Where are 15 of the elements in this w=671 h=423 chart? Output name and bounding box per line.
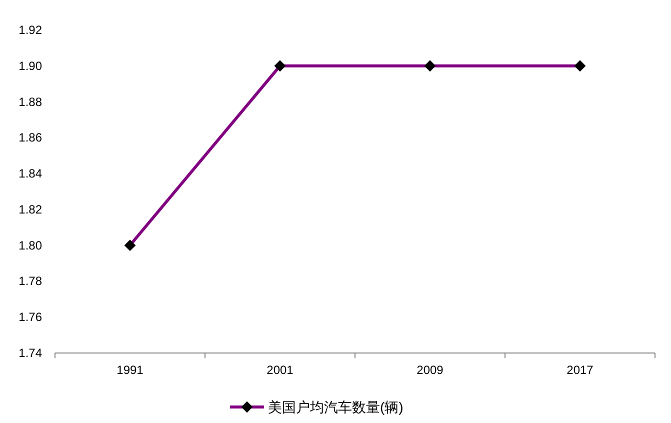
y-tick-label: 1.80 (18, 238, 42, 252)
y-tick-label: 1.86 (18, 130, 42, 145)
y-tick-label: 1.88 (18, 94, 42, 109)
y-tick-label: 1.90 (18, 58, 42, 73)
y-tick-label: 1.84 (18, 166, 42, 181)
y-tick-label: 1.82 (18, 202, 42, 216)
y-tick-label: 1.74 (18, 346, 42, 360)
x-tick-label: 1991 (116, 363, 144, 377)
y-tick-label: 1.92 (18, 23, 42, 37)
legend-label: 美国户均汽车数量(辆) (268, 399, 404, 415)
x-tick-label: 2017 (566, 363, 594, 377)
x-tick-label: 2001 (266, 363, 294, 377)
y-tick-label: 1.78 (18, 274, 42, 288)
x-tick-label: 2009 (416, 363, 444, 377)
y-tick-label: 1.76 (18, 310, 42, 324)
